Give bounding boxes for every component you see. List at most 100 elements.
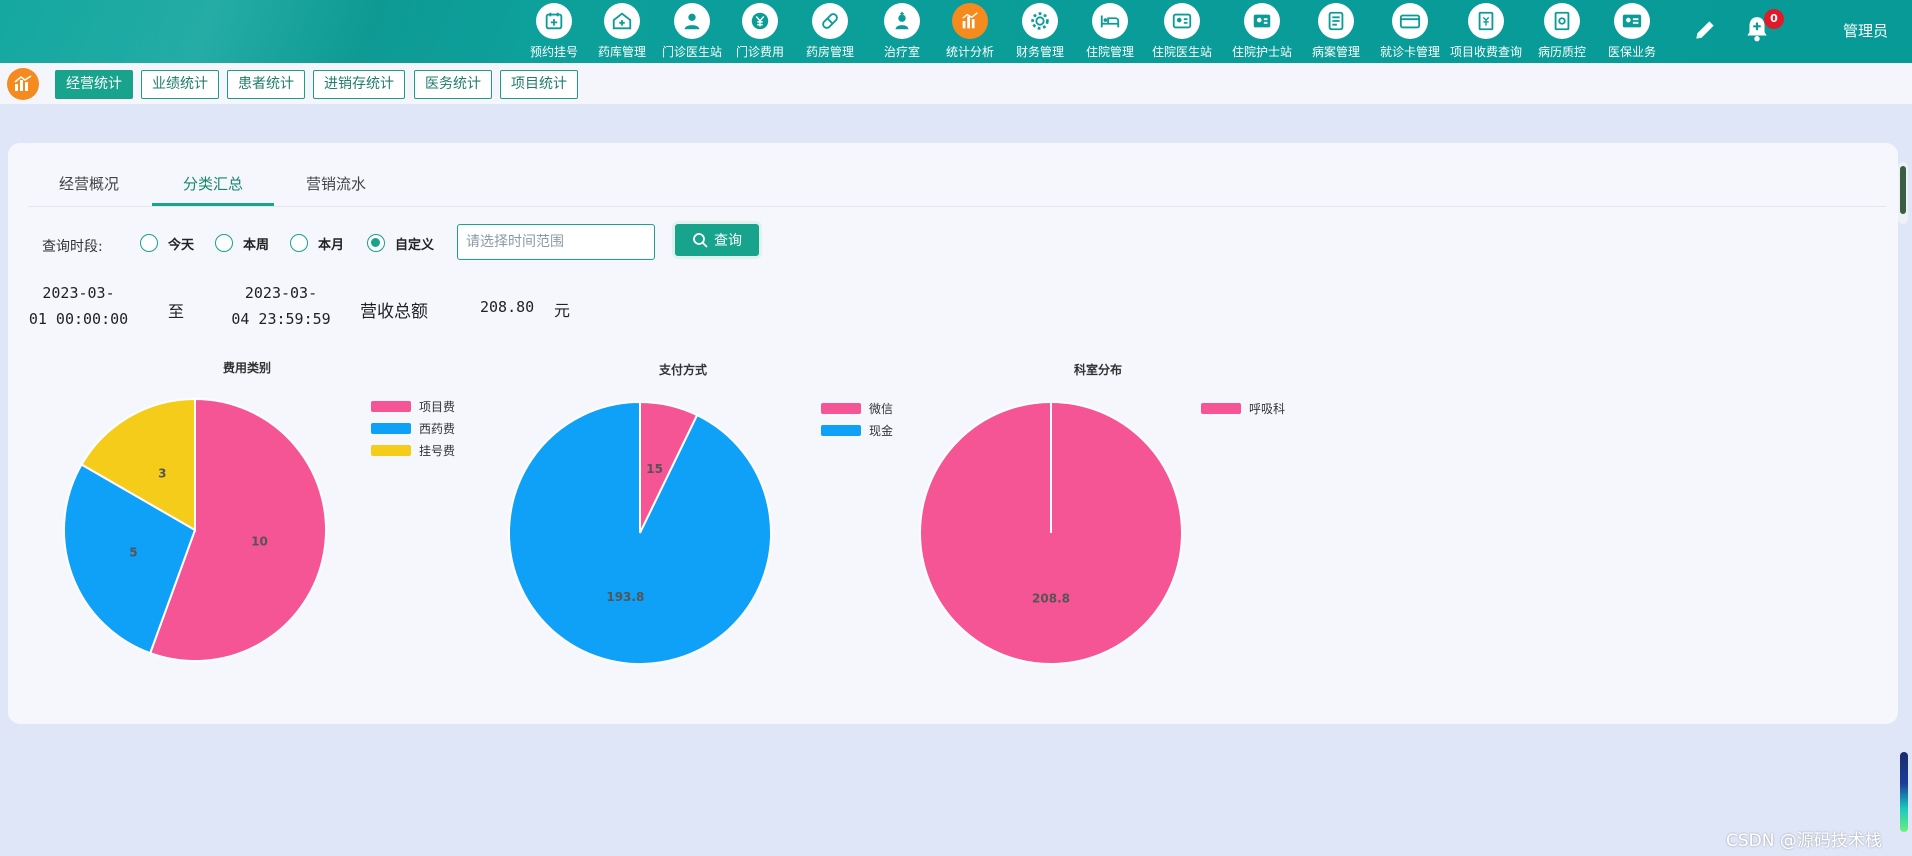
nav-label: 住院医生站: [1151, 45, 1212, 59]
subtab-performance[interactable]: 业绩统计: [141, 70, 219, 99]
search-button[interactable]: 查询: [675, 224, 759, 256]
nav-item[interactable]: 住院管理: [1072, 3, 1148, 60]
scrollbar-thumb[interactable]: [1900, 166, 1906, 214]
radio-circle[interactable]: [215, 234, 233, 252]
search-button-label: 查询: [714, 233, 742, 249]
nav-label: 医保业务: [1607, 45, 1656, 59]
pie-chart-department: 208.8: [919, 401, 1183, 665]
subtab-inventory[interactable]: 进销存统计: [313, 70, 405, 99]
sub-nav-bar: 经营统计 业绩统计 患者统计 进销存统计 医务统计 项目统计: [0, 63, 1912, 104]
quality-control-icon: [1544, 3, 1580, 39]
tab-marketing-flow[interactable]: 营销流水: [306, 175, 367, 193]
revenue-value: 208.80: [480, 298, 535, 316]
pill-icon: [812, 3, 848, 39]
nav-item[interactable]: 住院护士站: [1224, 3, 1300, 60]
statistics-logo-icon: [7, 68, 39, 100]
legend-swatch: [821, 402, 861, 414]
edit-icon[interactable]: [1692, 17, 1718, 43]
legend-item[interactable]: 现金: [821, 419, 893, 441]
nav-label: 治疗室: [883, 45, 920, 59]
pie-slice[interactable]: [80, 397, 196, 532]
legend-swatch: [371, 422, 411, 434]
nav-item[interactable]: 统计分析: [932, 3, 1008, 60]
nav-item[interactable]: 医保业务: [1594, 3, 1670, 60]
chart-title-fee-category: 费用类别: [222, 361, 271, 375]
radio-label: 自定义: [395, 237, 435, 253]
notification-bell-icon[interactable]: [1744, 15, 1770, 43]
radio-circle[interactable]: [290, 234, 308, 252]
nav-label: 病历质控: [1537, 45, 1586, 59]
legend-item[interactable]: 呼吸科: [1201, 397, 1285, 419]
header-decoration: [0, 0, 520, 63]
legend-swatch: [371, 444, 411, 456]
end-date-line2: 04 23:59:59: [231, 310, 331, 328]
user-name[interactable]: 管理员: [1843, 22, 1889, 40]
radio-label: 本月: [318, 237, 345, 253]
radio-this-month[interactable]: 本月: [290, 233, 344, 253]
legend-swatch: [1201, 402, 1241, 414]
tab-category-summary[interactable]: 分类汇总: [183, 175, 244, 193]
legend-payment: 微信现金: [821, 397, 893, 441]
calendar-plus-icon: [536, 3, 572, 39]
scrollbar[interactable]: [1898, 162, 1908, 224]
nav-item[interactable]: 病历质控: [1524, 3, 1600, 60]
pie-chart-fee-category: 10 5 3: [63, 397, 327, 662]
nurse-icon: [884, 3, 920, 39]
nav-item[interactable]: 住院医生站: [1144, 3, 1220, 60]
nurse-card-icon: [1244, 3, 1280, 39]
nav-item[interactable]: 就诊卡管理: [1372, 3, 1448, 60]
nav-item[interactable]: 治疗室: [864, 3, 940, 60]
period-label: 查询时段:: [42, 239, 103, 255]
nav-item[interactable]: 门诊医生站: [654, 3, 730, 60]
nav-item[interactable]: 药库管理: [584, 3, 660, 60]
pie-data-label: 10: [251, 534, 268, 548]
revenue-unit: 元: [554, 301, 571, 320]
subtab-patients[interactable]: 患者统计: [227, 70, 305, 99]
pie-slice[interactable]: [148, 397, 327, 662]
subtab-business[interactable]: 经营统计: [55, 70, 133, 99]
legend-item[interactable]: 微信: [821, 397, 893, 419]
nav-item[interactable]: 项目收费查询: [1448, 3, 1524, 60]
nav-item[interactable]: 病案管理: [1298, 3, 1374, 60]
pie-slice[interactable]: [508, 400, 772, 665]
chart-title-department: 科室分布: [1073, 363, 1122, 377]
house-medical-icon: [604, 3, 640, 39]
radio-custom[interactable]: 自定义: [367, 233, 434, 253]
legend-item[interactable]: 挂号费: [371, 439, 455, 461]
notification-badge: 0: [1764, 9, 1784, 29]
start-date-line1: 2023-03-: [42, 284, 115, 302]
end-date-line1: 2023-03-: [244, 284, 318, 302]
nav-label: 项目收费查询: [1449, 45, 1522, 59]
gear-icon: [1022, 3, 1058, 39]
pie-chart-payment: 15 193.8: [508, 400, 772, 665]
radio-circle[interactable]: [367, 234, 385, 252]
nav-label: 预约挂号: [529, 45, 578, 59]
legend-item[interactable]: 西药费: [371, 417, 455, 439]
pie-data-label: 15: [646, 462, 663, 476]
subtab-items[interactable]: 项目统计: [500, 70, 578, 99]
legend-item[interactable]: 项目费: [371, 395, 455, 417]
legend-fee-category: 项目费 西药费 挂号费: [371, 395, 455, 461]
watermark: CSDN @源码技术栈: [1726, 831, 1882, 851]
nav-label: 就诊卡管理: [1379, 45, 1440, 59]
nav-item[interactable]: 门诊费用: [722, 3, 798, 60]
active-tab-indicator: [152, 203, 274, 206]
radio-circle[interactable]: [140, 234, 158, 252]
nav-label: 药库管理: [597, 45, 646, 59]
revenue-label: 营收总额: [360, 302, 428, 322]
doctor-icon: [674, 3, 710, 39]
radio-today[interactable]: 今天: [140, 233, 194, 253]
legend-label: 呼吸科: [1249, 401, 1286, 416]
subtab-medical[interactable]: 医务统计: [414, 70, 492, 99]
radio-this-week[interactable]: 本周: [215, 233, 269, 253]
legend-label: 现金: [869, 423, 894, 438]
yen-icon: [742, 3, 778, 39]
radio-label: 今天: [168, 237, 195, 253]
nav-item[interactable]: 财务管理: [1002, 3, 1078, 60]
side-decoration: [1900, 752, 1908, 832]
nav-item[interactable]: 药房管理: [792, 3, 868, 60]
date-range-input[interactable]: [457, 224, 655, 260]
tab-overview[interactable]: 经营概况: [59, 175, 120, 193]
top-nav-bar: 预约挂号 药库管理 门诊医生站 门诊费用 药房管理 治疗室 统计分析 财务管理 住院管理 住院医生…: [0, 0, 1912, 63]
nav-item[interactable]: 预约挂号: [516, 3, 592, 60]
